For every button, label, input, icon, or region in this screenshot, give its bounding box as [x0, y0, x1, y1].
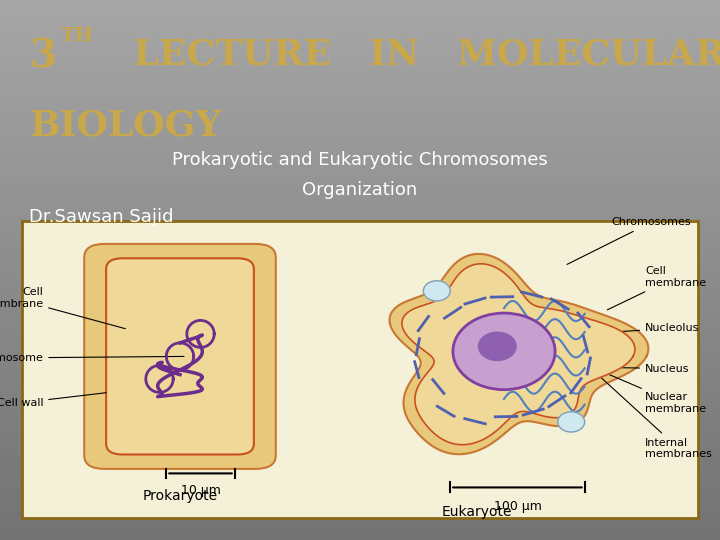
Polygon shape	[402, 264, 635, 444]
Text: Nuclear
membrane: Nuclear membrane	[557, 353, 706, 414]
Text: Prokaryotic and Eukaryotic Chromosomes: Prokaryotic and Eukaryotic Chromosomes	[172, 151, 548, 169]
Circle shape	[558, 412, 585, 432]
FancyBboxPatch shape	[106, 258, 254, 455]
Text: Cell wall: Cell wall	[0, 393, 106, 408]
Circle shape	[453, 313, 555, 390]
Polygon shape	[390, 254, 649, 454]
Text: 100 μm: 100 μm	[493, 500, 541, 512]
Text: BIOLOGY: BIOLOGY	[29, 108, 221, 142]
Text: 3: 3	[29, 38, 56, 76]
Text: Eukaryote: Eukaryote	[442, 504, 513, 518]
Text: Nucleus: Nucleus	[554, 363, 690, 374]
Circle shape	[423, 281, 450, 301]
Text: Internal
membranes: Internal membranes	[580, 358, 712, 459]
FancyBboxPatch shape	[22, 221, 698, 518]
Text: Dr.Sawsan Sajid: Dr.Sawsan Sajid	[29, 208, 174, 226]
FancyBboxPatch shape	[84, 244, 276, 469]
Text: TH: TH	[61, 27, 94, 45]
Text: 10 μm: 10 μm	[181, 484, 220, 497]
Text: Cell
membrane: Cell membrane	[607, 266, 706, 310]
Text: Organization: Organization	[302, 181, 418, 199]
Text: Nucleolus: Nucleolus	[521, 323, 700, 338]
Text: Cell
membrane: Cell membrane	[0, 287, 125, 329]
Text: LECTURE   IN   MOLECULAR: LECTURE IN MOLECULAR	[83, 38, 720, 72]
Text: Chromosome: Chromosome	[0, 353, 184, 363]
Text: Chromosomes: Chromosomes	[567, 218, 691, 265]
Text: Prokaryote: Prokaryote	[143, 489, 217, 503]
Circle shape	[479, 332, 516, 360]
